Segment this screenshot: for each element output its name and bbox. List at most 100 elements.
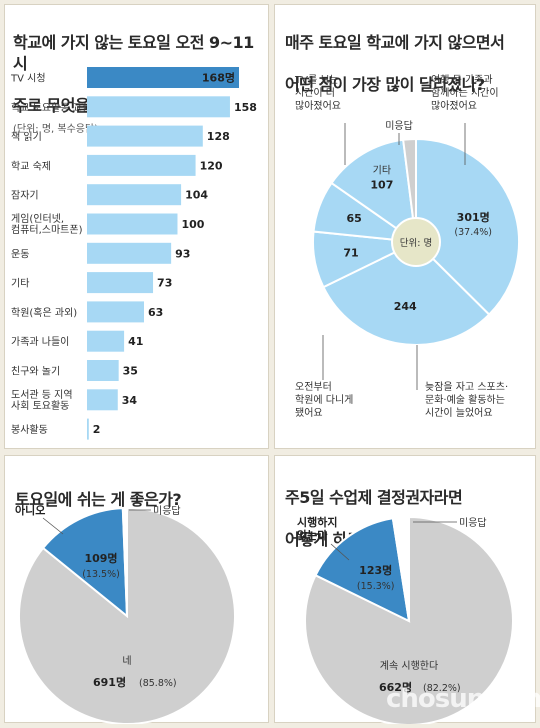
pie-percent-label: (15.3%) [357, 581, 395, 592]
pie-category-label: 네 [122, 655, 131, 667]
pie-center [391, 217, 441, 267]
bar-category-label: 학교 숙제 [11, 160, 51, 172]
bar [87, 389, 118, 411]
pie-value-label: 71 [343, 247, 358, 260]
bar-category-label: 친구와 놀기 [11, 366, 60, 378]
bar-value-label: 73 [157, 277, 172, 290]
pie-percent-label: (13.5%) [82, 569, 120, 580]
pie-category-label: TV를 보는 [294, 74, 339, 86]
bar-value-label: 2 [93, 423, 101, 436]
pie-value-label: 301명 [457, 210, 490, 224]
pie-percent-label: (82.2%) [423, 683, 461, 694]
pie-category-label: 시간이 늘었어요 [425, 407, 493, 419]
bar [87, 184, 182, 206]
pie-slice [41, 507, 129, 619]
change-panel: 매주 토요일 학교에 가지 않으면서 어떤 점이 가장 많이 달라졌나? 단위:… [274, 4, 536, 449]
pie-category-label: 됐어요 [295, 407, 323, 419]
rest-title-text: 토요일에 쉬는 게 좋은가? [15, 490, 182, 509]
pie-value-label: 691명 [93, 675, 126, 689]
bar [87, 272, 154, 294]
bar-value-label: 93 [175, 247, 190, 260]
decision-panel: 주5일 수업제 결정권자라면 어떻게 하고 싶은가? 123명(15.3%)계속… [274, 455, 536, 724]
bar-category-label: 가족과 나들이 [11, 336, 69, 348]
pie-category-label: 많아졌어요 [295, 99, 341, 112]
pie-category-label: 계속 시행한다 [380, 660, 438, 672]
pie-value-label: 123명 [359, 563, 392, 577]
change-pie-chart: 단위: 명 301명 (37.4%) 244 71 65 107 기타 여행 등 가족과함께하는… [294, 74, 520, 419]
rest-panel: 토요일에 쉬는 게 좋은가? 109명 (13.5%) 네 691명 (85.8%) 아니… [4, 455, 269, 724]
bar-category-label: 잠자기 [11, 190, 39, 202]
pie-value-label: 662명 [379, 680, 412, 694]
pie-percent-label: (85.8%) [139, 678, 177, 689]
pie-slice [314, 517, 411, 623]
bar-value-label: 41 [128, 335, 143, 348]
pie-slice [121, 506, 128, 617]
bar [87, 154, 196, 176]
bar-category-label: 게임(인터넷, [11, 212, 64, 225]
bar-category-label: 사회 토요활동 [11, 399, 69, 412]
pie-value-label: 65 [346, 212, 361, 225]
pie-category-label: 기타 [373, 164, 391, 176]
bar-category-label: 봉사활동 [11, 423, 48, 436]
leader-line [42, 517, 64, 535]
bar-value-label: 128 [207, 130, 230, 143]
bar [87, 330, 125, 352]
pie-slice [402, 137, 417, 243]
bar-category-label: 학원(혹은 과외) [11, 306, 77, 319]
pie-category-label: 아니오 [15, 503, 45, 517]
decision-title-line1: 주5일 수업제 결정권자라면 [285, 488, 463, 507]
pie-slice [304, 515, 514, 724]
pie-slice [391, 515, 410, 622]
bar [87, 213, 178, 235]
pie-value-label: 107 [370, 178, 393, 191]
pie-percent-label: (37.4%) [454, 227, 492, 238]
pie-category-label: 학원에 다니게 [295, 394, 353, 406]
change-title-line1: 매주 토요일 학교에 가지 않으면서 [285, 33, 505, 52]
watermark: chosun.com [386, 684, 540, 714]
rest-title: 토요일에 쉬는 게 좋은가? [15, 468, 265, 510]
pie-value-label: 244 [394, 300, 417, 313]
bar-value-label: 63 [148, 306, 163, 319]
bar-category-label: 기타 [11, 278, 29, 290]
bar-category-label: 책 읽기 [11, 130, 42, 143]
pie-category-label: 않는다 [297, 528, 328, 542]
pie-category-label: 문화·예술 활동하는 [425, 393, 505, 406]
bar-value-label: 120 [200, 159, 223, 172]
activity-title-line1: 학교에 가지 않는 토요일 오전 9~11시 [13, 33, 254, 73]
pie-slice [415, 137, 520, 316]
bar-value-label: 158 [234, 101, 257, 114]
pie-category-label: 미응답 [385, 120, 413, 132]
pie-category-label: 함께하는 시간이 [431, 86, 499, 99]
bar-value-label: 168명 [202, 71, 235, 85]
bar [87, 301, 144, 323]
bar [87, 242, 172, 264]
bar-value-label: 104 [185, 189, 208, 202]
pie-category-label: 시간이 더 [295, 87, 335, 99]
bar-category-label: 컴퓨터,스마트폰) [11, 224, 83, 236]
bar-category-label: 도서관 등 지역 [11, 389, 73, 401]
pie-category-label: 여행 등 가족과 [431, 74, 493, 86]
pie-value-label: 109명 [84, 551, 117, 565]
bar [87, 125, 203, 147]
bar-category-label: 학교 토요활동 교실 [11, 101, 91, 114]
bar-category-label: TV 시청 [10, 73, 46, 85]
bar-value-label: 34 [122, 394, 138, 407]
leader-line [330, 543, 350, 561]
pie-category-label: 시행하지 [297, 515, 337, 529]
change-title: 매주 토요일 학교에 가지 않으면서 어떤 점이 가장 많이 달라졌나? [285, 11, 535, 95]
bar [87, 96, 230, 118]
pie-category-label: 미응답 [459, 517, 487, 529]
bar-value-label: 100 [181, 218, 204, 231]
activity-panel: 학교에 가지 않는 토요일 오전 9~11시 주로 무엇을 하나? (단위: 명… [4, 4, 269, 449]
bar-value-label: 35 [123, 365, 138, 378]
pie-category-label: 많아졌어요 [431, 99, 477, 112]
bar [87, 418, 89, 440]
pie-center-label: 단위: 명 [400, 237, 432, 249]
rest-pie-chart: 109명 (13.5%) 네 691명 (85.8%) 아니오 미응답 [15, 503, 236, 724]
bar-category-label: 운동 [11, 248, 29, 260]
change-title-line2: 어떤 점이 가장 많이 달라졌나? [285, 75, 485, 94]
pie-category-label: 미응답 [153, 505, 181, 517]
bar [87, 360, 119, 381]
